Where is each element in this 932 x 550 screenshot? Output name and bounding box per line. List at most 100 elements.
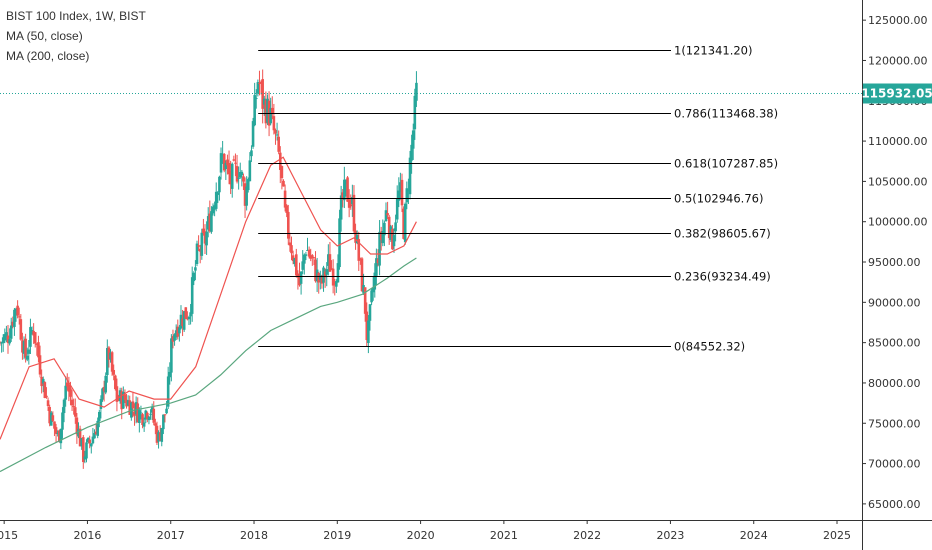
candle-body xyxy=(162,414,165,430)
candle-body xyxy=(146,412,149,419)
candle-body xyxy=(81,437,85,463)
candle-body xyxy=(184,307,188,319)
candle-body xyxy=(0,342,3,344)
candle-body xyxy=(8,339,11,344)
candle-body xyxy=(51,415,55,421)
candles-layer xyxy=(0,69,418,469)
candle-body xyxy=(222,153,226,171)
y-tick-label: 70000.00 xyxy=(868,458,921,471)
candle-body xyxy=(195,243,199,264)
candle-body xyxy=(403,203,407,243)
candle-body xyxy=(357,239,361,261)
candle-body xyxy=(383,222,386,236)
candle-body xyxy=(54,427,58,434)
candle-body xyxy=(314,259,317,282)
candle-body xyxy=(142,422,146,427)
candle-body xyxy=(41,378,45,384)
candle-body xyxy=(61,412,64,430)
candle-body xyxy=(341,192,345,200)
x-tick-label: 2019 xyxy=(323,529,351,542)
fibonacci-retracement[interactable]: 1(121341.20) 0.786(113468.38) 0.618(107287… xyxy=(258,44,778,354)
candle-body xyxy=(381,230,385,244)
ma50-legend-item[interactable]: MA (50, close) xyxy=(6,29,83,43)
candle-body xyxy=(312,257,316,259)
y-tick-label: 80000.00 xyxy=(868,377,921,390)
candle-body xyxy=(69,388,72,397)
candle-body xyxy=(387,216,391,239)
candle-body xyxy=(174,330,178,338)
y-tick-label: 85000.00 xyxy=(868,337,921,350)
candle-body xyxy=(157,432,160,442)
candle-body xyxy=(376,259,380,264)
candle-body xyxy=(205,231,208,246)
candle-body xyxy=(168,371,172,378)
candle-body xyxy=(359,258,362,260)
candle-body xyxy=(352,194,356,232)
candle-body xyxy=(259,81,263,84)
y-tick-label: 125000.00 xyxy=(868,14,928,27)
candle-body xyxy=(367,320,370,344)
candle-body xyxy=(98,411,101,421)
fib-level-label: 0.382(98605.67) xyxy=(674,227,771,241)
candle-body xyxy=(344,179,348,184)
candle-body xyxy=(405,188,409,203)
last-price-badge-bg xyxy=(863,83,932,104)
candle-body xyxy=(351,196,354,205)
candle-body xyxy=(11,321,15,326)
candle-body xyxy=(45,395,48,398)
candle-body xyxy=(75,417,79,435)
candle-body xyxy=(408,157,412,195)
candle-body xyxy=(208,213,212,232)
ma200-legend-item[interactable]: MA (200, close) xyxy=(6,49,90,63)
candle-body xyxy=(94,431,98,435)
candle-body xyxy=(112,369,116,375)
candle-body xyxy=(384,210,388,222)
candle-body xyxy=(131,401,135,409)
candle-body xyxy=(136,403,140,423)
candle-body xyxy=(13,309,16,327)
candle-body xyxy=(170,338,173,373)
candle-body xyxy=(246,179,250,191)
symbol-title[interactable]: BIST 100 Index, 1W, BIST xyxy=(6,9,146,23)
candle-body xyxy=(155,425,159,443)
candle-body xyxy=(6,335,10,343)
x-tick-label: 2018 xyxy=(240,529,268,542)
candle-body xyxy=(327,254,330,266)
x-axis-ticks[interactable]: 2015 2016 2017 2018 2019 2020 2021 2022 2023 2024… xyxy=(0,520,851,542)
x-tick-label: 2016 xyxy=(73,529,101,542)
candle-body xyxy=(107,347,111,360)
candle-body xyxy=(395,198,399,220)
candle-body xyxy=(49,412,53,426)
candle-body xyxy=(338,218,341,268)
candle-body xyxy=(304,254,308,256)
candle-body xyxy=(266,98,269,123)
candle-body xyxy=(349,204,353,207)
x-tick-label: 2024 xyxy=(740,529,768,542)
y-axis-ticks[interactable]: 65000.00 70000.00 75000.00 80000.00 85000.00… xyxy=(862,14,928,511)
candle-body xyxy=(219,153,223,173)
candle-body xyxy=(378,231,381,266)
candle-body xyxy=(238,172,242,178)
y-tick-label: 75000.00 xyxy=(868,417,921,430)
x-tick-label: 2015 xyxy=(0,529,18,542)
candle-body xyxy=(43,382,47,398)
candle-body xyxy=(83,456,87,460)
candle-body xyxy=(299,271,303,284)
candle-body xyxy=(163,414,167,416)
candle-body xyxy=(109,352,112,360)
candle-body xyxy=(118,390,122,402)
candle-body xyxy=(1,337,5,344)
candle-body xyxy=(211,206,215,214)
candle-body xyxy=(296,273,300,278)
candle-body xyxy=(218,176,221,193)
candle-body xyxy=(85,442,88,459)
y-tick-label: 110000.00 xyxy=(868,135,928,148)
candle-body xyxy=(21,340,24,353)
candle-body xyxy=(126,400,130,406)
candle-body xyxy=(115,386,119,402)
candle-body xyxy=(123,394,127,400)
candle-body xyxy=(29,327,32,347)
candle-body xyxy=(379,231,383,240)
